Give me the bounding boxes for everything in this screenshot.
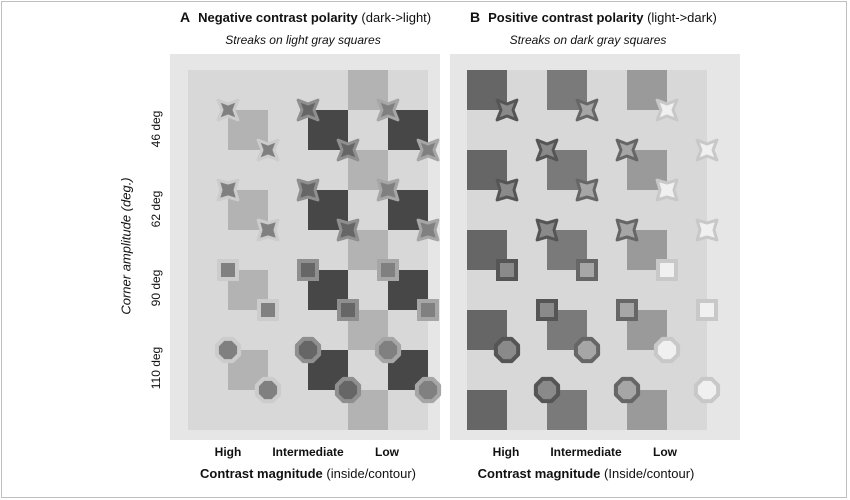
panel-b-octagon-marker	[493, 336, 521, 364]
panel-a-x-axis-bold: Contrast magnitude	[199, 466, 323, 481]
panel-b-square	[467, 390, 507, 430]
panel-b-x-axis-bold: Contrast magnitude	[477, 466, 601, 481]
panel-a-x-tick-intermediate: Intermediate	[272, 445, 344, 459]
panel-a-star-marker	[416, 138, 440, 162]
panel-b-x-axis-title: Contrast magnitude (Inside/contour)	[478, 466, 695, 481]
panel-a-square-marker	[217, 259, 239, 281]
panel-a-star-marker	[376, 178, 400, 202]
panel-a-x-axis-rest: (inside/contour)	[322, 466, 417, 481]
panel-b-octagon-marker	[613, 376, 641, 404]
panel-b-square-marker	[576, 259, 598, 281]
panel-b-octagon-marker	[533, 376, 561, 404]
y-tick-46-deg: 46 deg	[149, 110, 163, 148]
panel-a-star-marker	[256, 138, 280, 162]
panel-b-star-marker	[535, 218, 559, 242]
panel-b-square-marker	[616, 299, 638, 321]
panel-a-star-marker	[336, 218, 360, 242]
panel-a-star-marker	[216, 178, 240, 202]
panel-b-star-marker	[575, 98, 599, 122]
panel-a-square-marker	[417, 299, 439, 321]
panel-a-square-marker	[257, 299, 279, 321]
panel-a-star-marker	[296, 98, 320, 122]
panel-b-star-marker	[575, 178, 599, 202]
y-tick-62-deg: 62 deg	[149, 190, 163, 228]
y-axis-title: Corner amplitude (deg.)	[118, 177, 134, 315]
panel-b-star-marker	[495, 98, 519, 122]
panel-b-title: B Positive contrast polarity (light->dark…	[470, 9, 717, 25]
panel-b-square-marker	[696, 299, 718, 321]
y-tick-110-deg: 110 deg	[149, 346, 163, 390]
panel-a-octagon-marker	[214, 336, 242, 364]
panel-a-x-axis-title: Contrast magnitude (inside/contour)	[200, 466, 416, 481]
panel-a-star-marker	[416, 218, 440, 242]
panel-b-x-tick-intermediate: Intermediate	[550, 445, 622, 459]
panel-b-title-bold: Positive contrast polarity	[488, 10, 644, 25]
panel-a-title: A Negative contrast polarity (dark->light…	[180, 9, 431, 25]
panel-b-star-marker	[655, 98, 679, 122]
panel-b-square-marker	[656, 259, 678, 281]
panel-b-star-marker	[695, 218, 719, 242]
panel-a-octagon-marker	[334, 376, 362, 404]
panel-b-letter: B	[470, 9, 481, 25]
panel-a-octagon-marker	[374, 336, 402, 364]
panel-a-x-tick-low: Low	[375, 445, 399, 459]
panel-b-star-marker	[615, 138, 639, 162]
panel-a-title-rest: (dark->light)	[357, 10, 432, 25]
panel-b-star-marker	[695, 138, 719, 162]
panel-a-octagon-marker	[414, 376, 442, 404]
panel-b-star-marker	[615, 218, 639, 242]
panel-b-octagon-marker	[653, 336, 681, 364]
panel-b-x-axis-rest: (Inside/contour)	[600, 466, 695, 481]
panel-b-subtitle: Streaks on dark gray squares	[509, 33, 667, 47]
panel-b-title-rest: (light->dark)	[643, 10, 717, 25]
panel-b-square-marker	[496, 259, 518, 281]
panel-a-square	[188, 390, 228, 430]
panel-b-square-marker	[536, 299, 558, 321]
panel-a-star-marker	[216, 98, 240, 122]
panel-a-star-marker	[336, 138, 360, 162]
panel-a-octagon-marker	[294, 336, 322, 364]
panel-b-octagon-marker	[693, 376, 721, 404]
panel-b-star-marker	[535, 138, 559, 162]
panel-a-title-bold: Negative contrast polarity	[198, 10, 358, 25]
panel-a-letter: A	[180, 9, 191, 25]
panel-a-x-tick-high: High	[214, 445, 242, 459]
panel-b-x-tick-low: Low	[653, 445, 677, 459]
panel-a-square-marker	[337, 299, 359, 321]
panel-a-subtitle: Streaks on light gray squares	[225, 33, 381, 47]
panel-a-star-marker	[376, 98, 400, 122]
panel-b-star-marker	[495, 178, 519, 202]
panel-b-x-tick-high: High	[492, 445, 520, 459]
panel-b-octagon-marker	[573, 336, 601, 364]
panel-b-star-marker	[655, 178, 679, 202]
panel-a-square-marker	[377, 259, 399, 281]
panel-a-star-marker	[256, 218, 280, 242]
panel-a-square-marker	[297, 259, 319, 281]
panel-a-octagon-marker	[254, 376, 282, 404]
panel-a-star-marker	[296, 178, 320, 202]
y-tick-90-deg: 90 deg	[149, 269, 163, 307]
